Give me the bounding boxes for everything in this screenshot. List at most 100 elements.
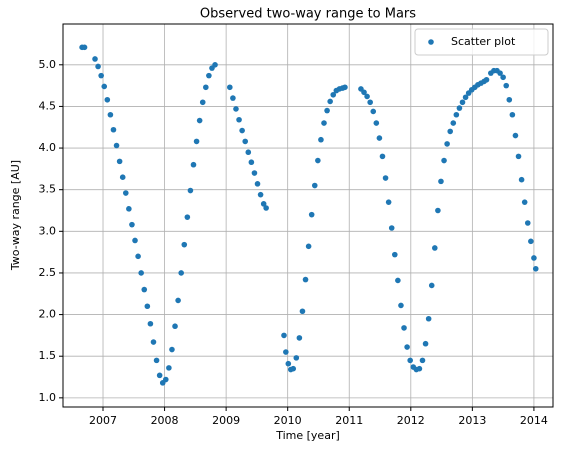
data-point xyxy=(398,302,404,309)
data-point xyxy=(245,149,252,156)
data-point xyxy=(531,255,537,261)
data-point xyxy=(497,70,503,76)
data-point xyxy=(248,159,255,166)
data-point xyxy=(203,84,209,91)
data-point xyxy=(144,303,151,310)
data-point xyxy=(503,82,510,89)
data-point xyxy=(311,182,318,189)
data-point xyxy=(163,376,169,383)
y-tick-label: 1.5 xyxy=(39,349,57,362)
data-point xyxy=(98,72,104,79)
data-point xyxy=(193,138,200,145)
data-point xyxy=(528,238,534,245)
data-point xyxy=(166,365,172,371)
data-point xyxy=(395,277,401,284)
data-point xyxy=(236,116,242,123)
data-point xyxy=(518,176,525,183)
data-point xyxy=(299,308,306,315)
data-point xyxy=(509,111,516,118)
data-point xyxy=(321,120,327,126)
y-tick-label: 4.0 xyxy=(39,141,57,154)
data-point xyxy=(441,157,447,164)
data-point xyxy=(230,95,236,101)
data-point xyxy=(92,56,98,62)
data-point xyxy=(532,265,539,272)
data-point xyxy=(425,315,432,322)
x-tick-label: 2009 xyxy=(212,414,240,427)
data-point xyxy=(401,325,407,331)
data-point xyxy=(290,365,297,372)
data-point xyxy=(107,111,114,118)
data-point xyxy=(196,117,203,124)
data-point xyxy=(281,332,287,339)
data-point xyxy=(260,201,267,207)
data-point xyxy=(453,111,460,118)
data-point xyxy=(512,132,519,139)
data-point xyxy=(135,253,141,260)
data-point xyxy=(150,339,157,345)
y-tick-label: 1.0 xyxy=(39,391,57,404)
legend-box xyxy=(414,28,549,56)
data-point xyxy=(116,158,123,165)
data-point xyxy=(172,323,178,330)
data-point xyxy=(113,142,120,149)
data-point xyxy=(432,245,438,251)
data-point xyxy=(175,297,181,304)
data-point xyxy=(315,157,321,164)
data-point xyxy=(156,372,163,379)
data-point xyxy=(379,153,386,160)
data-point xyxy=(435,207,441,214)
x-tick-label: 2013 xyxy=(458,414,486,427)
data-point xyxy=(212,61,218,68)
data-point xyxy=(283,349,289,355)
data-point xyxy=(305,243,312,250)
data-point xyxy=(206,72,212,79)
data-point xyxy=(132,237,138,244)
data-point xyxy=(388,225,395,231)
x-tick-label: 2007 xyxy=(89,414,117,427)
data-point xyxy=(370,108,377,115)
data-point xyxy=(293,355,300,361)
data-point xyxy=(373,120,380,126)
data-point xyxy=(95,63,101,70)
data-point xyxy=(199,99,206,106)
data-point xyxy=(327,98,333,105)
data-point xyxy=(361,89,367,96)
data-point xyxy=(407,357,413,364)
y-tick-label: 3.5 xyxy=(39,183,57,196)
x-tick-label: 2014 xyxy=(520,414,548,427)
data-point xyxy=(515,153,522,160)
y-tick-label: 2.5 xyxy=(39,266,57,279)
data-point xyxy=(382,175,389,181)
data-point xyxy=(483,76,490,83)
plot-frame xyxy=(62,23,554,408)
data-point xyxy=(153,357,160,364)
data-point xyxy=(138,270,144,276)
data-point xyxy=(181,241,188,248)
data-point xyxy=(462,94,469,101)
data-point xyxy=(190,161,197,168)
y-axis-label: Two-way range [AU] xyxy=(9,160,22,271)
data-point xyxy=(456,105,463,111)
data-point xyxy=(419,357,426,364)
chart-title: Observed two-way range to Mars xyxy=(200,7,416,22)
data-point xyxy=(450,120,457,126)
data-point xyxy=(385,199,392,205)
x-tick-label: 2012 xyxy=(397,414,425,427)
data-point xyxy=(147,320,154,327)
data-point xyxy=(404,344,410,350)
data-point xyxy=(308,211,315,218)
data-point xyxy=(126,206,132,212)
data-point xyxy=(129,221,135,228)
data-point xyxy=(447,128,453,135)
data-point xyxy=(318,136,324,143)
data-point xyxy=(81,44,88,51)
data-point xyxy=(364,93,370,100)
data-point xyxy=(178,270,184,276)
data-point xyxy=(239,127,245,134)
data-point xyxy=(251,170,258,176)
data-point xyxy=(104,96,111,103)
data-point xyxy=(101,83,108,90)
data-point xyxy=(184,214,191,220)
